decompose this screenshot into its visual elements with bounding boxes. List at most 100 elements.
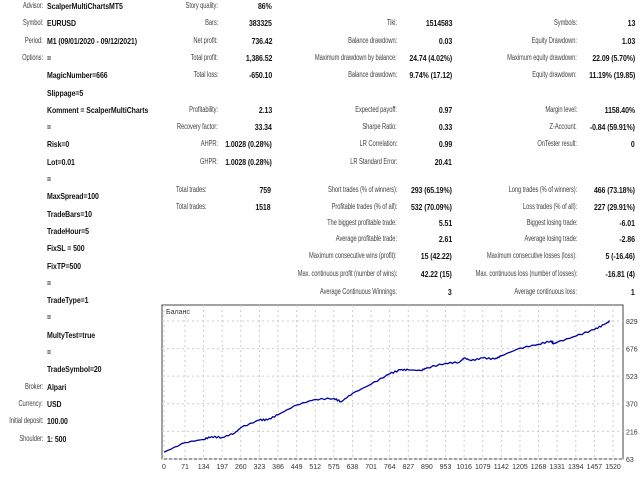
trades-label: Maximum consecutive wins (profit): [309,251,397,260]
option-item: MagicNumber=666 [47,70,108,81]
trades-label: Total trades: [176,185,207,194]
trades-value: 5 (-16.46) [605,251,635,261]
stat-label: Net profit: [193,35,218,45]
y-tick-label: 676 [626,347,638,354]
stat-value: 9.74% (17.12) [409,70,452,81]
stat-value: 0.03 [438,35,452,46]
x-tick-label: 1520 [605,464,621,471]
stat-label: Expected payoff: [355,104,397,114]
option-item: MaxSpread=100 [47,191,99,202]
x-tick-label: 638 [347,464,359,471]
stat-value: 33.34 [254,122,272,133]
option-item: Komment = ScalperMultiCharts [47,104,149,115]
trades-value: 532 (70.09%) [411,202,452,212]
stat-value: 0 [631,139,635,150]
chart-frame [161,304,624,460]
stat-value: 1158.40% [604,104,635,115]
stat-label: Sharpe Ratio: [362,122,397,132]
stat-label: Maximum drawdown by balance: [315,52,397,62]
y-tick-label: 216 [626,429,638,436]
option-item: TradeBars=10 [47,208,92,219]
trades-label: Average losing trade: [524,234,577,243]
trades-value: 1 [631,287,635,297]
trades-value: 466 (73.18%) [594,185,635,195]
stat-label: Symbols: [553,18,577,28]
stat-value: -650.10 [248,70,272,81]
trades-label: Maximum consecutive losses (loss): [487,251,577,260]
x-tick-label: 575 [328,464,340,471]
option-item: Lot=0.01 [47,156,75,167]
trades-label: Total trades: [176,202,207,211]
x-tick-label: 1457 [587,464,603,471]
x-tick-label: 1268 [531,464,547,471]
stat-label: Equity Drawdown: [531,35,577,45]
option-item: = [47,347,51,357]
option-item: = [47,174,51,184]
trades-label: Biggest losing trade: [526,218,577,227]
stat-value: 736.42 [251,35,272,46]
x-tick-label: 953 [440,464,452,471]
account-label: Broker: [24,381,43,391]
account-value: 1: 500 [47,433,67,444]
stat-value: 2.13 [258,104,272,115]
stat-label: Tiki: [387,18,397,28]
y-tick-label: 829 [626,319,638,326]
x-tick-label: 0 [162,464,166,471]
x-tick-label: 323 [254,464,266,471]
trades-label: Average Continuous Winnings: [320,287,397,296]
stat-label: GHPR: [200,156,218,166]
option-item: FixSL = 500 [47,243,85,254]
x-tick-label: 134 [198,464,210,471]
x-tick-label: 701 [365,464,377,471]
stat-label: Maximum equity drawdown: [507,52,577,62]
trades-label: Average profitable trade: [335,234,397,243]
x-tick-label: 1079 [475,464,491,471]
stat-label: Recovery factor: [177,122,218,132]
stat-label: Balance drawdown: [347,35,397,45]
stat-label: OnTester result: [537,139,577,149]
balance-line [163,320,611,453]
trades-label: Max. continuous profit (number of wins): [297,269,397,278]
trades-label: Short trades (% of winners): [327,185,397,194]
option-item: TradeSymbol=20 [47,364,102,375]
stat-label: Total loss: [193,70,218,80]
trades-value: 1518 [255,202,271,212]
account-label: Initial deposit: [8,416,43,426]
stat-value: 86% [258,1,272,11]
chart-title: Баланс [166,309,190,316]
x-tick-label: 1205 [512,464,528,471]
info-value: EURUSD [47,18,76,29]
x-tick-label: 890 [421,464,433,471]
x-tick-label: 1016 [456,464,472,471]
trades-value: -16.81 (4) [605,269,635,279]
option-item: Slippage=5 [47,87,84,98]
stat-value: 1514583 [425,18,452,29]
stat-label: Bars: [204,18,218,28]
option-item: Risk=0 [47,139,70,150]
account-value: Alpari [47,381,67,392]
option-item: FixTP=500 [47,260,81,271]
stat-value: 0.99 [438,139,452,150]
x-tick-label: 449 [291,464,303,471]
x-tick-label: 764 [384,464,396,471]
trades-label: Max. continuous loss (number of losses): [475,269,577,278]
option-item: TradeType=1 [47,295,89,306]
stat-label: Profitability: [189,104,218,114]
stat-value: 24.74 (4.02%) [409,52,452,63]
info-value: ScalperMultiChartsMT5 [47,1,123,11]
stat-label: Z-Account: [549,122,577,132]
info-label: Options: [22,52,43,62]
option-item: MultyTest=true [47,329,96,340]
info-value: M1 (09/01/2020 - 09/12/2021) [47,35,137,46]
trades-value: 5.51 [438,218,452,228]
trades-label: The biggest profitable trade: [327,218,397,227]
trades-value: 759 [259,185,271,195]
x-tick-label: 260 [235,464,247,471]
account-value: 100.00 [47,416,68,427]
stat-label: Story quality: [185,1,218,10]
y-tick-label: 63 [626,457,634,464]
y-tick-label: 370 [626,402,638,409]
stat-value: 1.0028 (0.28%) [225,156,272,167]
account-label: Currency: [18,398,43,408]
